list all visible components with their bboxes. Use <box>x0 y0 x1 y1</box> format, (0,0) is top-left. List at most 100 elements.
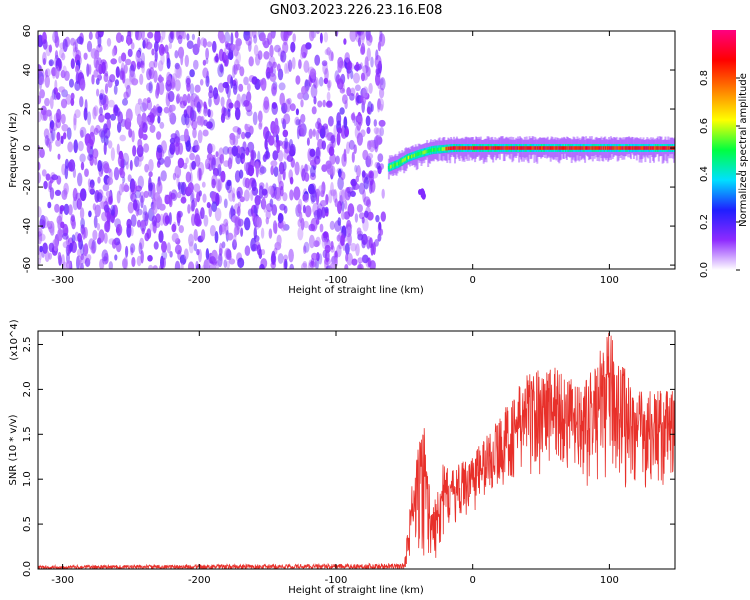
spectrogram-cell <box>272 61 277 69</box>
spectrogram-cell <box>83 52 88 60</box>
spectrogram-cell <box>177 34 183 45</box>
spectrogram-cell <box>186 40 194 49</box>
spectrogram-cell <box>157 115 161 124</box>
spectrogram-cell <box>97 33 102 48</box>
spectrogram-cell <box>358 212 366 220</box>
spectrogram-cell <box>211 201 218 213</box>
y-tick-label: -20 <box>22 179 33 195</box>
spectrogram-cell <box>236 93 241 107</box>
spectrogram-cell <box>343 211 351 220</box>
spectrogram-cell <box>265 209 271 220</box>
spectrogram-cell <box>309 68 317 79</box>
spectrogram-cell <box>123 91 129 100</box>
spectrogram-cell <box>137 175 144 189</box>
spectrogram-cell <box>76 198 83 210</box>
spectrogram-cell <box>125 161 129 170</box>
spectrogram-cell <box>189 69 195 78</box>
spectrogram-cell <box>256 216 262 228</box>
spectrogram-cell <box>238 83 244 92</box>
spectrogram-cell <box>54 54 60 69</box>
spectrogram-cell <box>293 186 301 201</box>
spectrogram-cell <box>176 65 183 79</box>
spectrogram-cell <box>263 96 270 110</box>
spectrogram-cell <box>191 190 195 202</box>
spectrogram-cell <box>325 160 332 169</box>
spectrogram-cell <box>236 190 241 200</box>
spectrogram-cell <box>38 233 46 242</box>
spectrogram-cell <box>283 113 291 125</box>
spectrogram-cell <box>184 54 189 67</box>
spectrogram-cell <box>244 131 252 138</box>
spectrogram-cell <box>99 106 103 116</box>
spectrogram-cell <box>379 31 383 43</box>
spectrogram-cell <box>354 125 361 139</box>
spectrogram-frame <box>37 30 676 270</box>
spectrogram-cell <box>158 74 163 83</box>
spectrogram-cell <box>84 243 89 255</box>
spectrogram-cell <box>336 132 341 146</box>
spectrogram-cell <box>257 50 263 60</box>
spectrogram-cell <box>324 206 329 214</box>
spectrogram-cell <box>61 254 65 268</box>
spectrogram-cell <box>319 223 324 233</box>
spectrogram-cell <box>45 68 51 78</box>
spectrogram-cell <box>292 33 297 43</box>
spectrogram-cell <box>318 76 324 87</box>
spectrogram-cell <box>42 242 48 254</box>
spectrogram-cell <box>356 227 362 235</box>
spectrogram-cell <box>148 171 153 178</box>
spectrogram-cell <box>233 226 238 238</box>
y-tick-label: 60 <box>22 25 33 38</box>
spectrogram-cell <box>160 140 167 154</box>
spectrogram-cell <box>300 51 304 60</box>
x-tick-label: 100 <box>600 275 619 286</box>
spectrogram-cell <box>379 87 385 99</box>
spectrogram-cell <box>116 190 121 204</box>
spectrogram-cell <box>48 252 52 260</box>
spectrogram-cell <box>98 129 106 138</box>
spectrogram-cell <box>359 96 364 103</box>
spectrogram-cell <box>330 51 334 62</box>
spectrogram-cell <box>380 78 384 86</box>
spectrogram-cell <box>247 83 251 92</box>
spectrogram-cell <box>241 93 248 108</box>
spectrogram-cell <box>341 201 345 212</box>
spectrogram-cell <box>113 167 120 181</box>
spectrogram-cell <box>360 42 366 55</box>
spectrogram-cell <box>167 90 175 103</box>
spectrogram-cell <box>206 41 213 48</box>
spectrogram-cell <box>358 263 364 269</box>
spectrogram-cell <box>125 108 133 122</box>
spectrogram-cell <box>193 183 201 193</box>
spectrogram-cell <box>174 165 182 179</box>
spectrogram-cell <box>341 153 347 167</box>
spectrogram-cell <box>57 251 62 262</box>
spectrogram-cell <box>278 82 286 91</box>
spectrogram-cell <box>186 82 191 92</box>
spectrogram-cell <box>134 102 141 117</box>
spectrogram-cell <box>60 98 68 109</box>
spectrogram-cell <box>355 31 361 43</box>
spectrogram-cell <box>279 92 286 107</box>
spectrogram-cell <box>59 48 64 59</box>
spectrogram-cell <box>312 76 319 89</box>
spectrogram-cell <box>206 121 213 129</box>
spectrogram-cell <box>358 31 362 40</box>
x-tick-label: -300 <box>51 275 74 286</box>
spectrogram-cell <box>123 184 130 193</box>
spectrogram-cell <box>203 214 209 227</box>
spectrogram-cell <box>329 262 337 269</box>
spectrogram-cell <box>258 122 263 130</box>
spectrogram-cell <box>212 87 219 100</box>
spectrogram-cell <box>191 119 198 130</box>
spectrogram-cell <box>277 220 284 229</box>
spectrogram-cell <box>108 195 113 206</box>
spectrogram-cell <box>243 100 250 107</box>
spectrogram-cell <box>174 260 181 269</box>
spectrogram-cell <box>62 132 67 140</box>
spectrogram-cell <box>184 113 190 126</box>
spectrogram-cell <box>274 222 278 235</box>
spectrogram-cell <box>251 150 257 161</box>
spectrogram-cell <box>180 196 187 204</box>
